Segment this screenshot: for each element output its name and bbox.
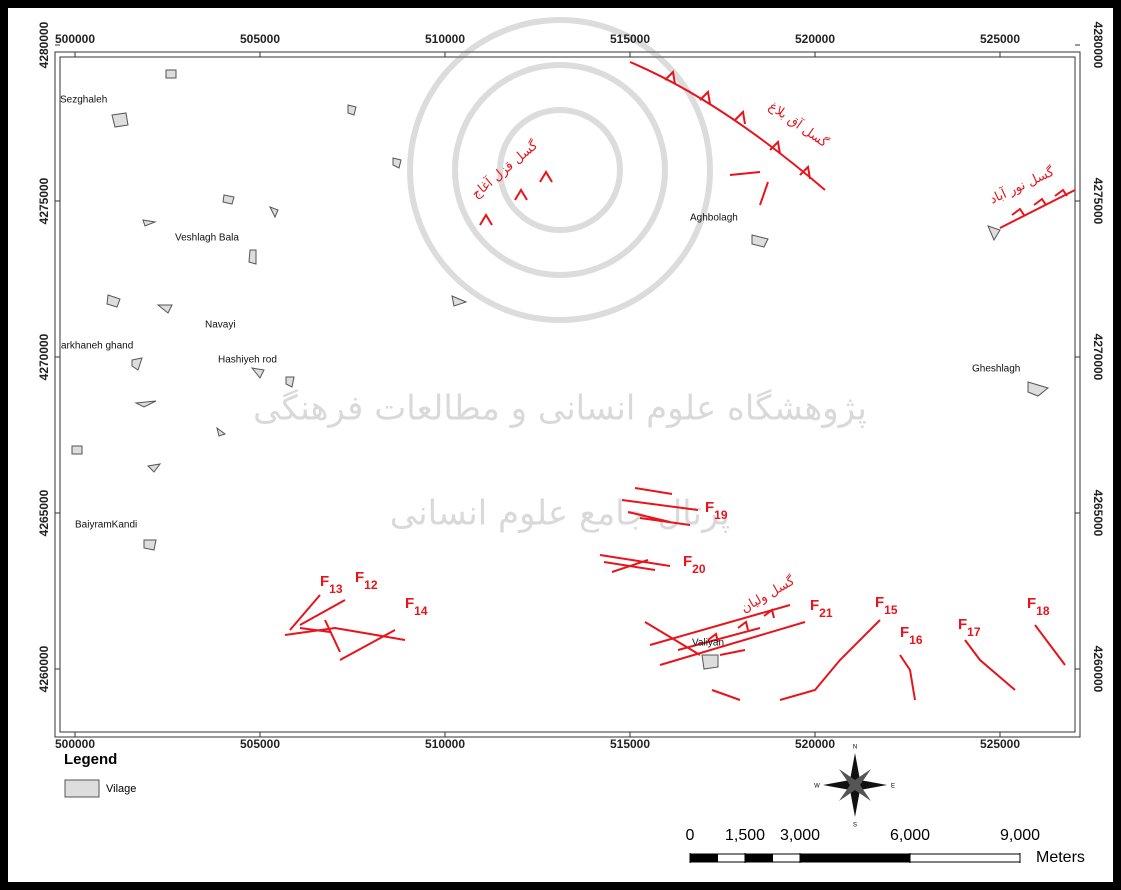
legend-label: Vilage: [106, 783, 136, 795]
legend-title: Legend: [64, 751, 117, 768]
legend-swatch: [64, 779, 100, 798]
x-tick-label: 525000: [980, 32, 1020, 46]
watermark-emblem: [407, 17, 713, 323]
village-label: arkhaneh ghand: [61, 341, 133, 352]
y-tick-label: 4275000: [37, 177, 51, 224]
y-tick-label: 4270000: [1091, 334, 1105, 381]
fault-label: F17: [958, 616, 981, 639]
scale-bar: Meters 0 1,500 3,000 6,000 9,000: [686, 827, 1085, 866]
village-label: Navayi: [205, 320, 236, 331]
x-tick-label: 515000: [610, 32, 650, 46]
fault-label: F16: [900, 624, 923, 647]
fault-letter: F: [958, 616, 967, 633]
fault-letter: F: [320, 573, 329, 590]
fault-label: F15: [875, 594, 898, 617]
faults: [284, 61, 1076, 701]
village-labels: Sezghaleh Veshlagh Bala Navayi arkhaneh …: [60, 95, 1020, 649]
scale-segment: [799, 853, 911, 863]
compass-label: N: [853, 745, 857, 751]
fault-number: 12: [364, 578, 378, 592]
watermark: پژوهشگاه علوم انسانی و مطالعات فرهنگی: [253, 389, 867, 429]
x-tick-label: 500000: [55, 32, 95, 46]
coordinate-ticks: 500000 500000 505000 505000 510000 510000 5150…: [37, 21, 1105, 751]
watermark: پرتال جامع علوم انسانی: [390, 494, 730, 534]
x-tick-label: 525000: [980, 737, 1020, 751]
legend: Legend Vilage: [64, 751, 136, 798]
village-label: Sezghaleh: [60, 95, 107, 106]
data-frame: [59, 56, 1076, 733]
fault-number: 17: [967, 625, 981, 639]
scale-segment: [909, 853, 1021, 863]
fault-number: 13: [329, 582, 343, 596]
x-tick-label: 520000: [795, 32, 835, 46]
x-tick-label: 500000: [55, 737, 95, 751]
village-label: Veshlagh Bala: [175, 233, 239, 244]
scale-label: 1,500: [725, 827, 765, 844]
fault-label: F19: [705, 499, 728, 522]
fault-label: F13: [320, 573, 343, 596]
fault-letter: F: [683, 553, 692, 570]
y-tick-label: 4270000: [37, 333, 51, 380]
y-tick-label: 4260000: [1091, 646, 1105, 693]
y-tick-label: 4260000: [37, 645, 51, 692]
scale-segment: [717, 853, 746, 863]
x-tick-label: 510000: [425, 737, 465, 751]
fault-label: F21: [810, 597, 833, 620]
compass-label: S: [853, 823, 857, 829]
fault-label: F12: [355, 569, 378, 592]
fault-label: F20: [683, 553, 706, 576]
village-label: Gheshlagh: [972, 364, 1020, 375]
neat-line: [54, 51, 1081, 738]
compass-label: E: [891, 784, 895, 790]
fault-number: 14: [414, 604, 428, 618]
scale-segment: [744, 853, 773, 863]
scale-label: 0: [686, 827, 695, 844]
x-tick-label: 515000: [610, 737, 650, 751]
fault-letter: F: [705, 499, 714, 516]
y-tick-label: 4280000: [1091, 22, 1105, 69]
fault-letter: F: [875, 594, 884, 611]
scale-label: 9,000: [1000, 827, 1040, 844]
fault-letter: F: [900, 624, 909, 641]
x-tick-label: 505000: [240, 32, 280, 46]
x-tick-label: 510000: [425, 32, 465, 46]
village-label: Hashiyeh rod: [218, 355, 277, 366]
village-label: Aghbolagh: [690, 213, 738, 224]
x-tick-label: 520000: [795, 737, 835, 751]
scale-label: 6,000: [890, 827, 930, 844]
compass: N E S W: [814, 745, 895, 829]
fault-letter: F: [405, 595, 414, 612]
scale-segment: [689, 853, 718, 863]
fault-letter: F: [355, 569, 364, 586]
village-label: Valiyan: [692, 638, 724, 649]
fault-number: 15: [884, 603, 898, 617]
fault-letter: F: [810, 597, 819, 614]
village-label: BaiyramKandi: [75, 520, 137, 531]
y-tick-label: 4275000: [1091, 178, 1105, 225]
fault-number: 18: [1036, 604, 1050, 618]
fault-letter: F: [1027, 595, 1036, 612]
villages: [71, 69, 1050, 670]
x-tick-label: 505000: [240, 737, 280, 751]
fault-number: 16: [909, 633, 923, 647]
scale-unit: Meters: [1036, 849, 1085, 866]
fault-number: 19: [714, 508, 728, 522]
fault-label: F14: [405, 595, 428, 618]
fault-number: 20: [692, 562, 706, 576]
y-tick-label: 4265000: [37, 489, 51, 536]
fault-label: F18: [1027, 595, 1050, 618]
y-tick-label: 4265000: [1091, 490, 1105, 537]
compass-label: W: [814, 784, 820, 790]
fault-number: 21: [819, 606, 833, 620]
y-tick-label: 4280000: [37, 21, 51, 68]
scale-label: 3,000: [780, 827, 820, 844]
scale-segment: [772, 853, 801, 863]
